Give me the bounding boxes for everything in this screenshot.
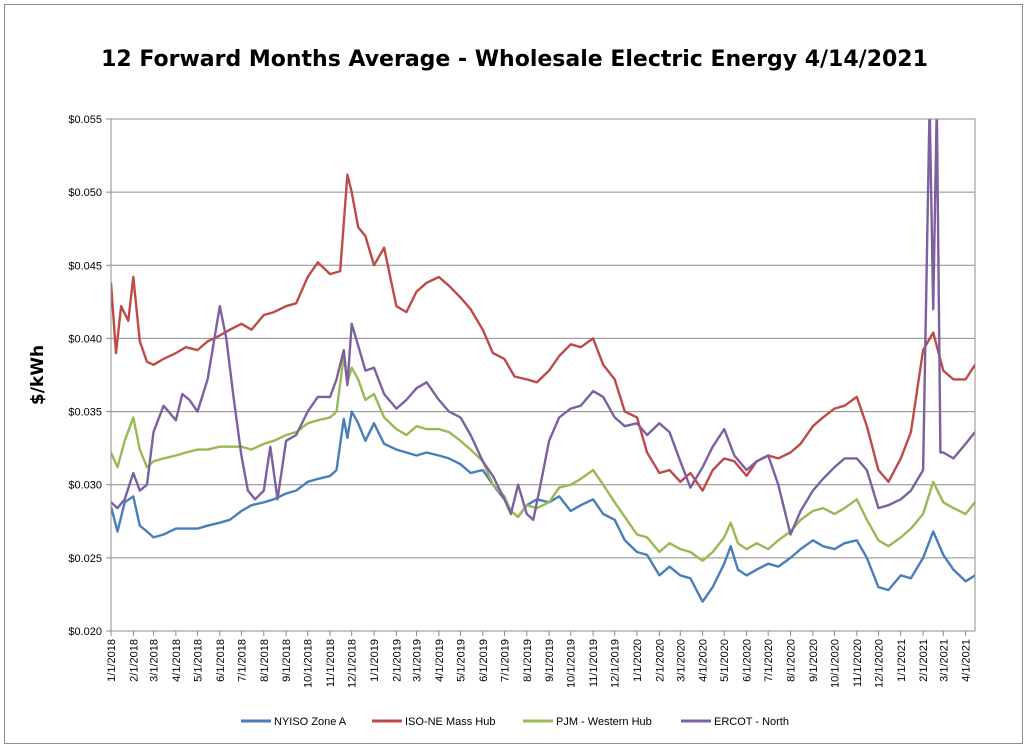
plot-area (110, 118, 976, 632)
legend-label: NYISO Zone A (274, 716, 347, 728)
y-tick-label: $0.040 (68, 333, 102, 345)
x-tick-label: 3/1/2021 (938, 639, 950, 682)
x-tick-label: 6/1/2019 (478, 639, 490, 682)
x-tick-label: 8/1/2019 (522, 639, 534, 682)
y-tick-label: $0.055 (68, 114, 102, 126)
y-tick-label: $0.045 (68, 260, 102, 272)
legend-label: PJM - Western Hub (556, 716, 652, 728)
x-tick-label: 1/1/2021 (896, 639, 908, 682)
x-tick-label: 10/1/2020 (829, 639, 841, 688)
x-tick-label: 7/1/2018 (236, 639, 248, 682)
x-tick-label: 2/1/2020 (654, 639, 666, 682)
y-tick-label: $0.035 (68, 407, 102, 419)
x-tick-label: 5/1/2020 (719, 639, 731, 682)
series-line-iso-ne-mass-hub (111, 173, 975, 492)
y-tick-label: $0.050 (68, 187, 102, 199)
series-lines (111, 119, 975, 603)
y-tick-label: $0.025 (68, 553, 102, 565)
x-tick-label: 4/1/2021 (961, 639, 973, 682)
x-tick-label: 4/1/2020 (698, 639, 710, 682)
x-tick-label: 4/1/2019 (434, 639, 446, 682)
x-tick-label: 1/1/2020 (632, 639, 644, 682)
chart-title: 12 Forward Months Average - Wholesale El… (101, 47, 928, 72)
x-tick-label: 3/1/2019 (412, 639, 424, 682)
x-tick-label: 12/1/2019 (610, 639, 622, 688)
x-tick-label: 10/1/2019 (566, 639, 578, 688)
x-tick-label: 11/1/2020 (852, 639, 864, 687)
x-tick-label: 12/1/2020 (873, 639, 885, 688)
legend: NYISO Zone A ISO-NE Mass Hub PJM - Western… (241, 716, 789, 728)
x-tick-label: 5/1/2019 (455, 639, 467, 682)
x-tick-label: 5/1/2018 (192, 639, 204, 682)
x-tick-label: 1/1/2019 (369, 639, 381, 682)
y-tick-label: $0.020 (68, 626, 102, 638)
x-tick-label: 8/1/2018 (259, 639, 271, 682)
x-tick-label: 6/1/2020 (742, 639, 754, 682)
x-tick-label: 2/1/2018 (128, 639, 140, 682)
x-tick-label: 9/1/2018 (281, 639, 293, 682)
x-tick-label: 11/1/2018 (325, 639, 337, 687)
legend-label: ERCOT - North (714, 716, 789, 728)
x-tick-label: 8/1/2020 (786, 639, 798, 682)
x-tick-label: 12/1/2018 (347, 639, 359, 688)
x-tick-label: 7/1/2019 (499, 639, 511, 682)
x-tick-label: 11/1/2019 (588, 639, 600, 687)
series-line-pjm-western-hub (111, 354, 975, 562)
legend-label: ISO-NE Mass Hub (405, 716, 495, 728)
y-axis-label: $/kWh (28, 345, 48, 405)
y-tick-label: $0.030 (68, 480, 102, 492)
x-axis-ticks: 1/1/2018 2/1/2018 3/1/2018 4/1/2018 5/1/2018… (106, 631, 973, 688)
x-tick-label: 7/1/2020 (763, 639, 775, 682)
x-tick-label: 4/1/2018 (171, 639, 183, 682)
x-tick-label: 1/1/2018 (106, 639, 118, 682)
x-tick-label: 2/1/2021 (918, 639, 930, 682)
x-tick-label: 10/1/2018 (303, 639, 315, 688)
x-tick-label: 3/1/2020 (675, 639, 687, 682)
x-tick-label: 2/1/2019 (391, 639, 403, 682)
x-tick-label: 9/1/2020 (808, 639, 820, 682)
x-tick-label: 3/1/2018 (149, 639, 161, 682)
x-tick-label: 6/1/2018 (215, 639, 227, 682)
series-line-ercot-north (111, 119, 975, 536)
y-axis-ticks: $0.020 $0.025 $0.030 $0.035 $0.040 $0.045 $0.0… (68, 114, 111, 638)
x-tick-label: 9/1/2019 (544, 639, 556, 682)
